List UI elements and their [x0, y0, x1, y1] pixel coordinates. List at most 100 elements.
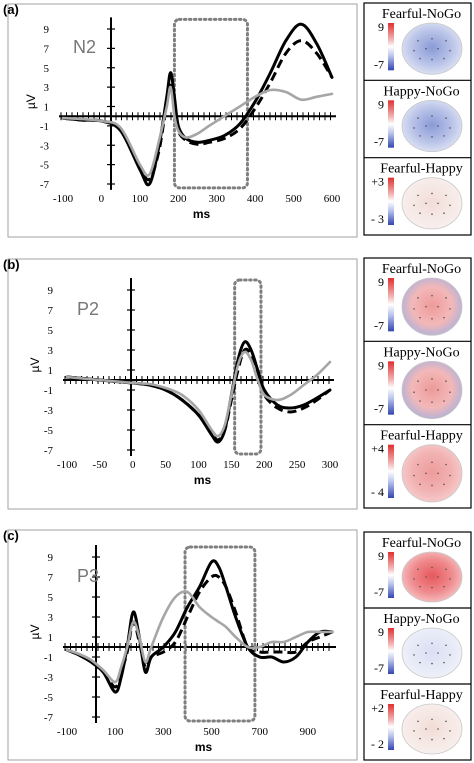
scale-min-label: -7	[374, 57, 384, 71]
electrode-dots	[413, 115, 451, 138]
y-tick-label: -7	[44, 445, 54, 457]
electrode-dot	[445, 568, 447, 571]
y-tick-label: 9	[48, 552, 54, 564]
scale-max-label: 9	[378, 97, 384, 111]
electrode-dot	[443, 483, 445, 486]
topomap-title: Fearful-Happy	[380, 429, 462, 444]
panel-label: (a)	[3, 2, 19, 17]
scale-min-label: -7	[374, 402, 384, 416]
electrode-dot	[413, 730, 415, 732]
scale-min-label: - 4	[371, 485, 384, 499]
y-tick-label: 5	[48, 325, 54, 337]
y-tick-label: 1	[44, 102, 50, 114]
y-tick-label: -5	[44, 425, 54, 437]
y-tick-label: 3	[48, 612, 54, 624]
scalp-map	[401, 22, 463, 75]
x-axis-label: ms	[193, 207, 211, 221]
color-scale-bar	[388, 628, 394, 674]
x-tick-label: 200	[170, 193, 187, 205]
x-tick-label: 0	[99, 193, 105, 205]
series-dashed-black	[66, 573, 333, 689]
electrode-dot	[437, 728, 439, 730]
electrode-dot	[425, 472, 427, 475]
electrode-dot	[417, 297, 419, 299]
electrode-dot	[413, 308, 415, 310]
y-tick-label: -3	[40, 140, 50, 152]
y-tick-label: 1	[48, 632, 54, 644]
electrode-dot	[449, 127, 451, 129]
scalp-map	[401, 360, 463, 420]
electrode-dot	[445, 463, 447, 466]
electrode-dot	[437, 47, 439, 50]
electrode-dot	[425, 652, 427, 654]
electrode-dot	[443, 316, 445, 319]
x-tick-label: 100	[107, 726, 124, 738]
electrode-dot	[417, 568, 419, 571]
electrode-dot	[449, 474, 451, 477]
topomap-title: Fearful-NoGo	[382, 7, 461, 22]
color-scale-bar	[388, 23, 394, 71]
topomap-3: Fearful-Happy+3 - 3	[371, 162, 463, 230]
electrode-dot	[417, 39, 419, 42]
electrode-dot	[413, 49, 415, 52]
scalp-map	[401, 551, 463, 603]
x-tick-label: 100	[190, 459, 207, 471]
x-tick-label: 200	[256, 459, 273, 471]
component-label: P3	[77, 566, 99, 586]
topomap-title: Happy-NoGo	[383, 345, 459, 360]
electrode-dot	[437, 389, 439, 391]
topomap-3: Fearful-Happy+4 - 4	[371, 429, 463, 503]
series-solid-gray	[61, 85, 334, 177]
y-tick-label: -7	[40, 179, 50, 191]
series-solid-black	[61, 22, 334, 187]
electrode-dot	[431, 294, 433, 297]
electrode-dot	[443, 661, 445, 664]
electrode-dot	[445, 297, 447, 299]
electrode-dot	[431, 642, 433, 645]
y-tick-label: 7	[44, 43, 50, 55]
color-scale-bar	[388, 444, 394, 498]
topomap-3: Fearful-Happy+2 - 2	[371, 688, 463, 755]
x-tick-label: 300	[322, 459, 339, 471]
electrode-dot	[445, 380, 447, 382]
electrode-dots	[413, 461, 451, 487]
y-tick-label: 5	[44, 63, 50, 75]
scale-max-label: +4	[371, 442, 384, 456]
electrode-dot	[419, 737, 421, 740]
electrode-dot	[413, 204, 415, 207]
electrode-dot	[443, 585, 445, 588]
topomap-title: Happy-NoGo	[383, 84, 459, 99]
topomap-title: Fearful-Happy	[380, 688, 462, 703]
electrode-dots	[413, 642, 451, 665]
series-solid-black	[65, 340, 332, 444]
electrode-dot	[443, 57, 445, 60]
component-label: P2	[77, 299, 99, 319]
y-axis-label: µV	[24, 94, 38, 109]
electrode-dot	[431, 37, 433, 40]
topomap-frame	[363, 531, 472, 761]
scale-max-label: 9	[378, 275, 384, 289]
electrode-dot	[431, 586, 433, 589]
scale-max-label: 9	[378, 358, 384, 372]
plot-frame	[7, 258, 358, 510]
electrode-dot	[425, 305, 427, 308]
electrode-dot	[417, 644, 419, 647]
electrode-dot	[449, 730, 451, 732]
x-tick-label: 600	[324, 193, 341, 205]
electrode-dot	[419, 57, 421, 60]
x-tick-label: 400	[247, 193, 264, 205]
electrode-dot	[419, 661, 421, 664]
x-axis-label: ms	[194, 473, 212, 487]
topomap-title: Fearful-NoGo	[382, 536, 461, 551]
analysis-window	[172, 17, 249, 190]
electrode-dot	[449, 49, 451, 52]
x-tick-label: 300	[208, 193, 225, 205]
scalp-map	[401, 627, 463, 679]
x-tick-label: -100	[57, 726, 78, 738]
electrode-dot	[431, 662, 433, 665]
y-tick-label: -1	[40, 121, 49, 133]
